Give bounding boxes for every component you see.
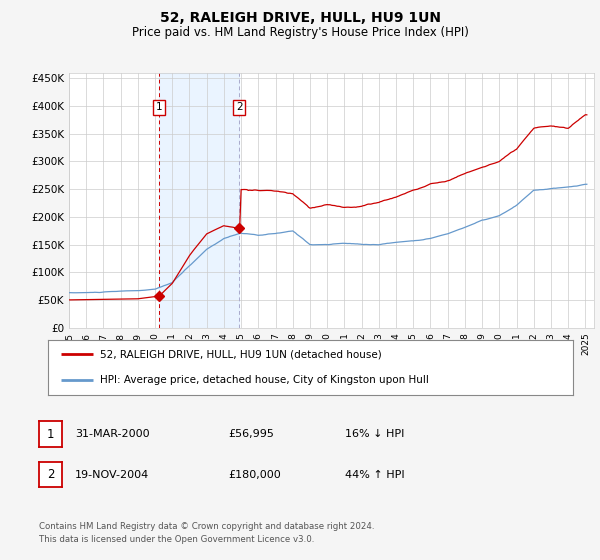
Text: 31-MAR-2000: 31-MAR-2000 xyxy=(75,429,149,439)
Text: 52, RALEIGH DRIVE, HULL, HU9 1UN: 52, RALEIGH DRIVE, HULL, HU9 1UN xyxy=(160,11,440,25)
Text: HPI: Average price, detached house, City of Kingston upon Hull: HPI: Average price, detached house, City… xyxy=(101,375,430,385)
Text: 2: 2 xyxy=(47,468,54,482)
Text: 2: 2 xyxy=(236,102,243,112)
Text: 1: 1 xyxy=(47,427,54,441)
Bar xyxy=(160,73,239,328)
Text: £180,000: £180,000 xyxy=(228,470,281,480)
Text: 1: 1 xyxy=(156,102,163,112)
Text: £56,995: £56,995 xyxy=(228,429,274,439)
Text: 19-NOV-2004: 19-NOV-2004 xyxy=(75,470,149,480)
Text: 44% ↑ HPI: 44% ↑ HPI xyxy=(345,470,404,480)
Text: Contains HM Land Registry data © Crown copyright and database right 2024.
This d: Contains HM Land Registry data © Crown c… xyxy=(39,522,374,544)
Text: 52, RALEIGH DRIVE, HULL, HU9 1UN (detached house): 52, RALEIGH DRIVE, HULL, HU9 1UN (detach… xyxy=(101,349,382,359)
Text: Price paid vs. HM Land Registry's House Price Index (HPI): Price paid vs. HM Land Registry's House … xyxy=(131,26,469,39)
Text: 16% ↓ HPI: 16% ↓ HPI xyxy=(345,429,404,439)
